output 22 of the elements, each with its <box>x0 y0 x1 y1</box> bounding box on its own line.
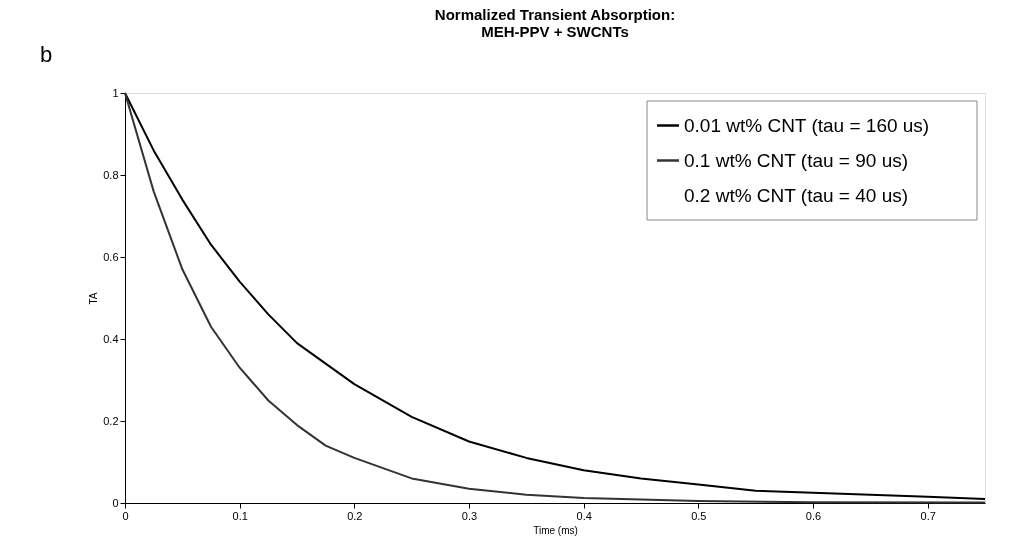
x-tick-label: 0.2 <box>347 509 363 522</box>
chart-subtitle: MEH-PPV + SWCNTs <box>481 23 629 40</box>
x-tick-label: 0.6 <box>805 509 822 522</box>
legend-label: 0.01 wt% CNT (tau = 160 us) <box>684 114 930 136</box>
y-tick-label: 0.2 <box>103 414 119 427</box>
chart-title: Normalized Transient Absorption: <box>434 6 676 23</box>
annotation: 0.2 wt% CNT (tau = 40 us) <box>684 184 909 206</box>
x-tick-label: 0.1 <box>232 509 248 522</box>
y-tick-label: 0.4 <box>103 332 119 345</box>
x-axis-title: Time (ms) <box>533 524 578 536</box>
text: b <box>40 42 53 67</box>
x-tick-label: 0.5 <box>691 509 707 522</box>
legend-label: 0.1 wt% CNT (tau = 90 us) <box>684 149 909 171</box>
x-tick-label: 0.3 <box>461 509 478 522</box>
y-axis-title: TA <box>88 292 100 305</box>
x-tick-label: 0.4 <box>576 509 592 522</box>
y-tick-label: 0.6 <box>103 250 119 263</box>
x-tick-label: 0.7 <box>920 509 936 522</box>
y-tick-label: 0.8 <box>103 168 119 181</box>
y-tick-label: 0 <box>112 496 119 509</box>
y-tick-label: 1 <box>112 86 119 99</box>
x-tick-label: 0 <box>122 509 129 522</box>
